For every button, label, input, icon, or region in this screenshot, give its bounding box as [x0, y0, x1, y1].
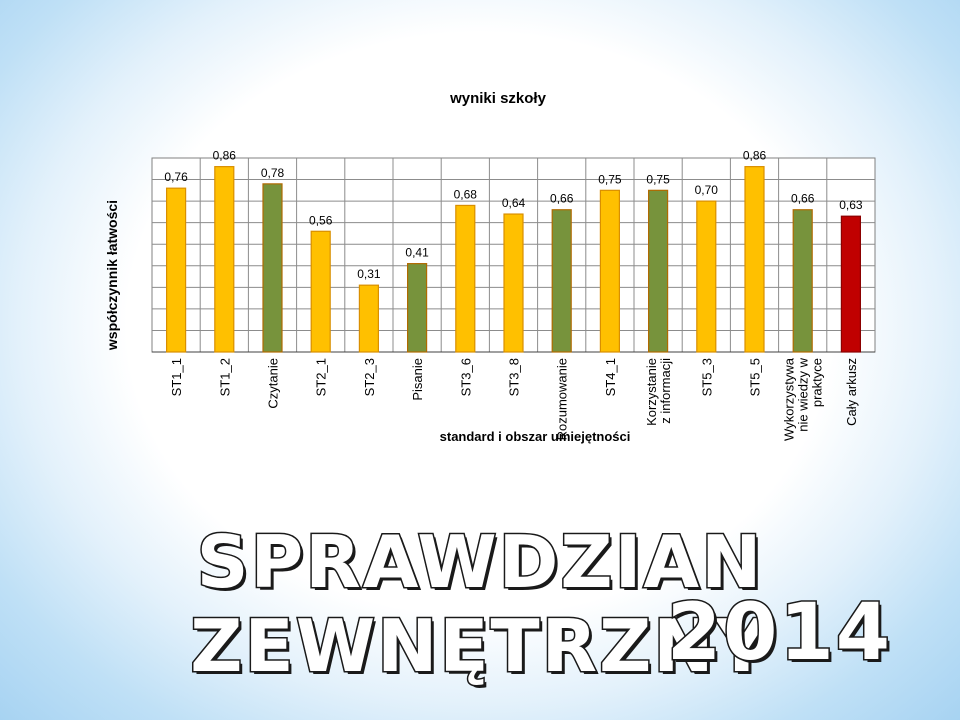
value-label: 0,63	[839, 198, 863, 212]
value-label: 0,86	[213, 149, 237, 163]
category-label-line: ST3_6	[458, 358, 473, 396]
bar-st4-1	[599, 189, 621, 353]
bar-czytanie	[262, 183, 283, 353]
bar-st1-2	[214, 166, 235, 353]
category-label: ST3_8	[507, 358, 522, 396]
bar-wykorzystywanie-wiedzy-w-praktyce	[792, 209, 813, 353]
bar-st5-3	[696, 200, 717, 353]
category-label-line: Wykorzystywa	[782, 357, 797, 441]
category-label-line: nie wiedzy w	[796, 357, 811, 431]
category-label-line: ST1_2	[217, 358, 232, 396]
slide-heading-line1: SPRAWDZIAN ZEWNĘTRZNY	[189, 519, 770, 690]
value-label: 0,76	[164, 170, 188, 184]
bar-korzystanie-z-informacji	[647, 189, 669, 353]
category-label: ST1_1	[169, 358, 184, 396]
y-axis-label: współczynnik łatwości	[104, 200, 120, 351]
category-label: ST3_6	[458, 358, 473, 396]
value-label: 0,41	[405, 246, 429, 260]
category-label: Czytanie	[266, 358, 281, 409]
value-label: 0,75	[646, 172, 670, 186]
slide-heading-line2: 2014	[665, 587, 892, 680]
category-label: Pisanie	[410, 358, 425, 401]
category-label-line: ST5_3	[699, 358, 714, 396]
bar-st1-1	[166, 187, 187, 353]
category-label-line: ST2_3	[362, 358, 377, 396]
chart-title: wyniki szkoły	[449, 90, 547, 107]
bar-rozumowanie	[551, 209, 572, 353]
category-label-line: z informacji	[658, 358, 673, 424]
value-label: 0,56	[309, 213, 333, 227]
bar-st3-6	[455, 204, 476, 353]
value-label: 0,66	[791, 192, 815, 206]
bar-st2-3	[358, 284, 379, 353]
bar-ca-y-arkusz	[840, 215, 862, 353]
value-label: 0,78	[261, 166, 285, 180]
bar-st2-1	[310, 230, 331, 353]
category-label: Korzystaniez informacji	[644, 358, 673, 426]
value-label: 0,64	[502, 196, 526, 210]
category-label: ST5_5	[748, 358, 763, 396]
category-label-line: ST3_8	[507, 358, 522, 396]
category-label: Wykorzystywanie wiedzy wpraktyce	[782, 357, 825, 441]
category-label-line: ST5_5	[748, 358, 763, 396]
category-label: Rozumowanie	[555, 358, 570, 440]
bar-chart: wyniki szkoły współczynnik łatwości standa…	[104, 90, 876, 444]
category-label-line: praktyce	[810, 358, 825, 407]
category-label-line: Czytanie	[266, 358, 281, 409]
category-label-line: ST1_1	[169, 358, 184, 396]
category-label-line: Korzystanie	[644, 358, 659, 426]
category-label: ST2_1	[314, 358, 329, 396]
bar-st3-8	[503, 213, 524, 353]
value-label: 0,75	[598, 172, 622, 186]
category-label: Cały arkusz	[844, 358, 859, 426]
x-axis-label: standard i obszar umiejętności	[440, 429, 631, 444]
bar-st5-5	[744, 166, 765, 353]
category-label-line: ST4_1	[603, 358, 618, 396]
category-label-line: ST2_1	[314, 358, 329, 396]
value-label: 0,86	[743, 149, 767, 163]
value-label: 0,66	[550, 192, 574, 206]
category-label: ST1_2	[217, 358, 232, 396]
category-label: ST4_1	[603, 358, 618, 396]
category-label-line: Pisanie	[410, 358, 425, 401]
category-label: ST2_3	[362, 358, 377, 396]
value-label: 0,70	[695, 183, 719, 197]
category-label-line: Rozumowanie	[555, 358, 570, 440]
bar-pisanie	[407, 263, 428, 353]
category-label: ST5_3	[699, 358, 714, 396]
category-label-line: Cały arkusz	[844, 358, 859, 426]
value-label: 0,68	[454, 187, 478, 201]
value-label: 0,31	[357, 267, 381, 281]
